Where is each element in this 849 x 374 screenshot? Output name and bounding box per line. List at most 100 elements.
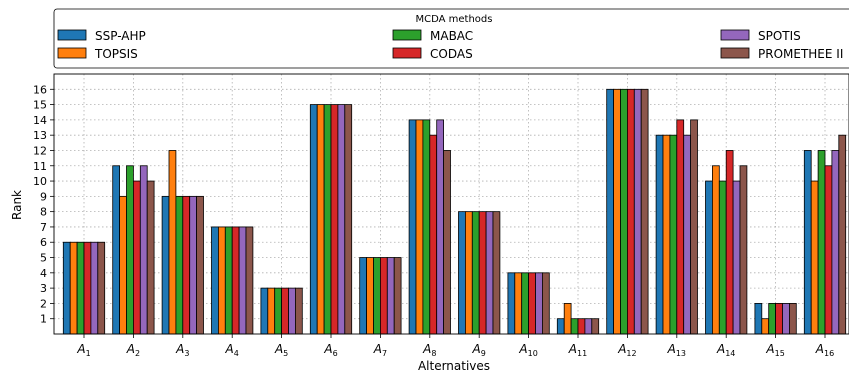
bar — [712, 165, 720, 335]
bar — [627, 88, 635, 335]
x-tick-label: A2 — [126, 342, 140, 358]
bar — [196, 195, 204, 335]
x-axis-label: Alternatives — [418, 359, 490, 373]
bar — [267, 287, 276, 335]
bar — [168, 150, 177, 335]
bars — [62, 88, 847, 335]
y-tick-label: 13 — [33, 129, 47, 142]
bar — [768, 303, 777, 335]
bar — [359, 257, 368, 335]
bar — [458, 211, 466, 335]
bar — [655, 134, 664, 335]
bar — [415, 119, 424, 335]
bar — [175, 195, 184, 335]
x-tick-label: A15 — [765, 342, 784, 358]
bar — [705, 180, 713, 335]
legend-swatch — [57, 29, 87, 41]
y-tick-label: 5 — [40, 252, 47, 265]
bar — [838, 134, 847, 335]
legend-label: TOPSIS — [94, 47, 138, 61]
y-tick-label: 3 — [40, 282, 47, 295]
bar — [182, 195, 191, 335]
x-tick-label: A5 — [274, 342, 288, 358]
bar — [330, 104, 339, 335]
bar — [669, 134, 678, 335]
bar — [76, 241, 85, 335]
y-tick-label: 7 — [40, 221, 47, 234]
x-tick-label: A12 — [617, 342, 636, 358]
bar — [323, 104, 332, 335]
bar — [112, 165, 120, 335]
bar — [485, 211, 494, 335]
bar — [126, 165, 134, 335]
legend: MCDA methods SSP-AHP TOPSIS MABAC CODAS SPOT… — [53, 8, 849, 69]
x-tick-label: A8 — [422, 342, 436, 358]
x-tick-label: A13 — [667, 342, 686, 358]
bar — [725, 150, 734, 335]
bar — [294, 287, 303, 335]
y-tick-label: 14 — [33, 114, 47, 127]
bar — [542, 272, 550, 335]
legend-swatch — [720, 29, 750, 41]
x-tick-label: A6 — [323, 342, 337, 358]
y-tick-label: 1 — [40, 313, 47, 326]
y-tick-label: 16 — [33, 83, 47, 96]
bar — [831, 150, 840, 335]
bar — [373, 257, 381, 335]
bar — [429, 134, 438, 335]
x-tick-label: A16 — [815, 342, 834, 358]
axes — [53, 73, 849, 335]
legend-swatch — [57, 47, 87, 59]
bar — [584, 318, 593, 335]
bar — [471, 211, 480, 335]
legend-label: SPOTIS — [758, 29, 801, 43]
bar — [718, 180, 727, 335]
bar — [606, 88, 615, 335]
y-tick-label: 4 — [40, 267, 47, 280]
bar — [782, 303, 790, 335]
bar — [690, 119, 698, 335]
bar — [146, 180, 155, 335]
bar — [754, 303, 763, 335]
y-tick-label: 12 — [33, 144, 47, 157]
y-tick-label: 15 — [33, 99, 47, 112]
legend-label: CODAS — [430, 47, 473, 61]
bar — [662, 134, 671, 335]
bar — [260, 287, 269, 335]
bar — [577, 318, 586, 335]
bar — [775, 303, 783, 335]
plot-frame — [53, 73, 849, 335]
bar — [824, 165, 833, 335]
bar — [739, 165, 748, 335]
bar — [789, 303, 797, 335]
x-tick-label: A7 — [373, 342, 387, 358]
legend-swatch — [392, 29, 422, 41]
bar — [119, 195, 127, 335]
y-tick-label: 8 — [40, 206, 47, 219]
legend-label: PROMETHEE II — [758, 47, 843, 61]
bar — [443, 150, 451, 335]
bar — [83, 241, 92, 335]
legend-swatch — [720, 47, 750, 59]
bar — [528, 272, 536, 335]
bar — [238, 226, 247, 335]
bar — [132, 180, 141, 335]
bar — [316, 104, 325, 335]
bar — [97, 241, 106, 335]
x-tick-label: A1 — [76, 342, 90, 358]
bar — [817, 150, 826, 335]
legend-title: MCDA methods — [416, 14, 493, 25]
y-tick-label: 9 — [40, 190, 47, 203]
bar — [556, 318, 565, 335]
y-tick-label: 11 — [33, 160, 47, 173]
y-tick-label: 6 — [40, 236, 47, 249]
x-tick-label: A10 — [518, 342, 537, 358]
bar — [436, 119, 445, 335]
bar — [521, 272, 530, 335]
legend-frame — [53, 8, 849, 69]
legend-label: MABAC — [430, 29, 473, 43]
bar — [408, 119, 417, 335]
bar — [591, 318, 600, 335]
bar — [211, 226, 219, 335]
